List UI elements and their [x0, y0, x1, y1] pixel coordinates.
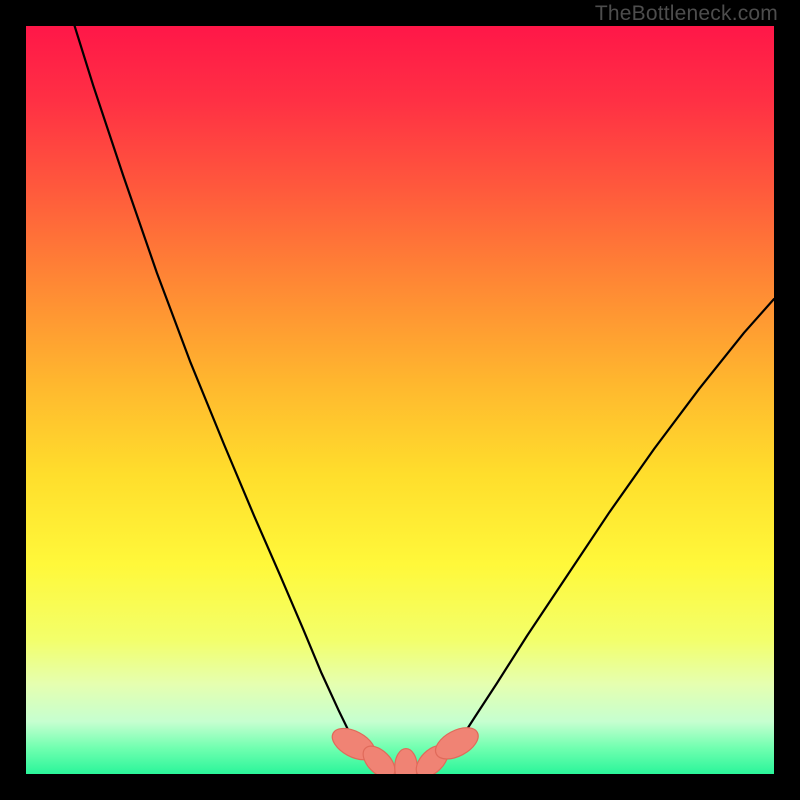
watermark-label: TheBottleneck.com	[595, 2, 778, 25]
gradient-background	[26, 26, 774, 774]
chart-svg	[26, 26, 774, 774]
plot-area	[26, 26, 774, 774]
watermark-text: TheBottleneck.com	[595, 2, 778, 26]
